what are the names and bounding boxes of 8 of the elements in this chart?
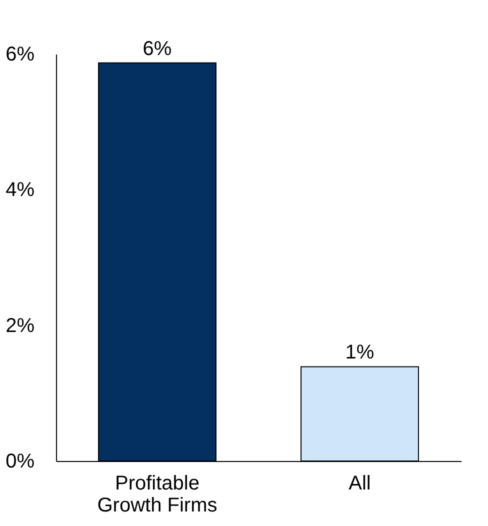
- y-tick-label: 2%: [6, 314, 35, 337]
- y-tick-label: 0%: [6, 450, 35, 472]
- x-tick-label: All: [348, 472, 371, 494]
- data-label: 6%: [142, 38, 172, 60]
- y-tick-label: 4%: [6, 179, 35, 202]
- y-tick-label: 6%: [6, 44, 35, 66]
- x-tick-label: Profitable Growth Firms: [97, 472, 218, 516]
- data-label: 1%: [345, 342, 374, 364]
